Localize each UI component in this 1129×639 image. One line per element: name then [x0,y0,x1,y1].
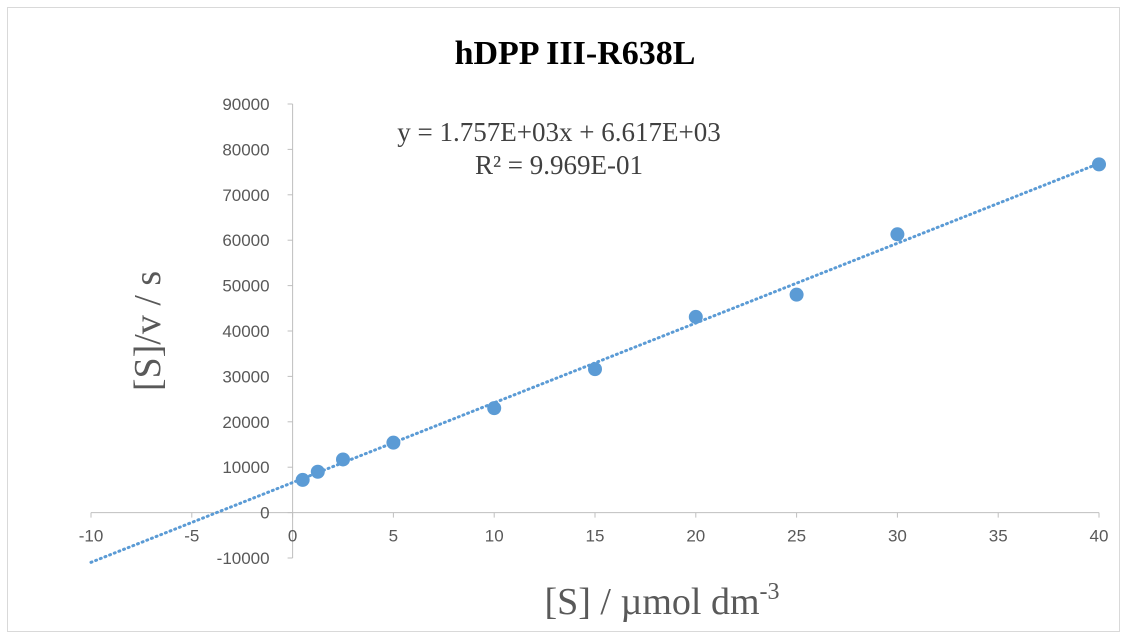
y-tick-label: 30000 [222,367,269,386]
y-tick-label: 10000 [222,458,269,477]
data-point [386,435,401,450]
y-tick-label: 80000 [222,140,269,159]
x-tick-label: -10 [79,527,104,546]
x-axis-label-text: [S] / µmol dm [544,581,759,623]
trendline-equation: y = 1.757E+03x + 6.617E+03 [397,117,720,147]
points-group [295,157,1106,487]
x-tick-label: -5 [184,527,199,546]
y-tick-label: 90000 [222,95,269,114]
x-tick-label: 20 [686,527,705,546]
x-tick-label: 0 [288,527,297,546]
data-point [688,309,703,324]
data-point [295,472,310,487]
data-point [336,452,350,467]
data-point [310,464,325,479]
x-tick-label: 25 [787,527,806,546]
y-axis-label: [S]/v / s [127,271,169,391]
x-tick-label: 10 [485,527,504,546]
y-tick-label: 50000 [222,277,269,296]
trendline-r-squared: R² = 9.969E-01 [475,150,643,180]
data-point [890,227,905,242]
x-tick-label: 30 [888,527,907,546]
x-tick-label: 40 [1090,527,1109,546]
data-point [789,287,804,302]
data-point [1092,157,1106,172]
x-tick-label: 5 [389,527,398,546]
y-tick-label: 40000 [222,322,269,341]
chart-title: hDPP III-R638L [455,35,696,72]
y-tick-label: 20000 [222,413,269,432]
x-axis-label: [S] / µmol dm-3 [544,579,779,623]
y-tick-label: 0 [260,504,269,523]
y-tick-label: 60000 [222,231,269,250]
y-tick-label: -10000 [217,549,270,568]
data-point [487,401,502,416]
x-tick-label: 35 [989,527,1008,546]
x-axis-label-superscript: -3 [760,579,780,605]
chart-frame [7,7,1120,632]
y-tick-label: 70000 [222,186,269,205]
data-point [588,362,602,377]
x-tick-label: 15 [586,527,605,546]
